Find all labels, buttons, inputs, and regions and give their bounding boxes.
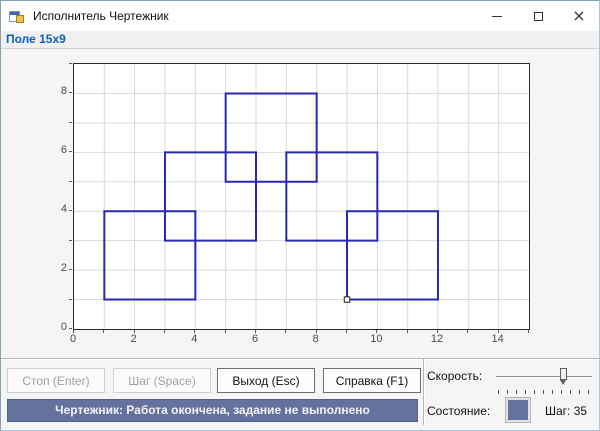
x-axis-tick-label: 10 [370, 333, 383, 345]
field-bar: Поле 15x9 [1, 31, 599, 49]
slider-tick-mark [534, 390, 535, 394]
app-icon [9, 8, 25, 24]
step-counter-value: 35 [573, 404, 588, 418]
step-counter-label: Шаг: [545, 404, 571, 418]
window-title: Исполнитель Чертежник [33, 9, 169, 23]
y-axis-tick-label: 0 [60, 321, 67, 333]
close-button[interactable]: × [558, 1, 599, 31]
y-axis-tick [69, 63, 72, 64]
slider-tick-mark [516, 390, 517, 394]
drawing-svg [74, 64, 529, 329]
x-axis-tick [406, 330, 408, 333]
x-axis-tick-label: 14 [491, 333, 504, 345]
title-bar: Исполнитель Чертежник × [1, 1, 599, 31]
x-axis-tick [133, 330, 135, 333]
slider-track[interactable] [496, 376, 592, 378]
panel-divider-highlight [424, 359, 425, 425]
slider-tick-mark [525, 390, 526, 394]
x-axis-tick [376, 330, 378, 333]
slider-tick-mark [570, 390, 571, 394]
state-indicator [506, 398, 530, 422]
y-axis-tick [69, 298, 72, 300]
x-axis-tick [103, 330, 105, 333]
slider-tick-mark [561, 390, 562, 394]
x-axis-tick [285, 330, 287, 333]
exit-button[interactable]: Выход (Esc) [217, 368, 315, 393]
panel-separator [1, 358, 599, 359]
y-axis-tick-label: 2 [60, 262, 67, 275]
x-axis-tick-label: 8 [312, 333, 319, 345]
y-axis-tick-label: 4 [60, 203, 67, 216]
step-counter: Шаг: 35 [545, 404, 587, 418]
slider-tick-mark [543, 390, 544, 394]
help-button[interactable]: Справка (F1) [323, 368, 421, 393]
x-axis-tick-label: 4 [191, 333, 198, 345]
y-axis-tick-label: 6 [60, 144, 67, 157]
y-axis-tick [69, 269, 72, 271]
minimize-icon [492, 15, 502, 17]
maximize-button[interactable] [517, 1, 559, 31]
maximize-icon [533, 11, 543, 21]
state-label: Состояние: [427, 404, 491, 418]
y-axis-tick [69, 151, 72, 153]
x-axis-tick-label: 12 [430, 333, 444, 345]
field-size-label: Поле 15x9 [6, 32, 66, 46]
slider-tick-mark [507, 390, 508, 394]
y-axis-tick [69, 239, 72, 241]
y-axis-tick [69, 180, 72, 182]
x-axis-tick [315, 330, 317, 333]
y-axis-tick [69, 210, 72, 212]
x-axis-tick [346, 330, 347, 333]
x-axis-tick [467, 330, 469, 333]
panel-separator-highlight [1, 359, 599, 360]
slider-tick-mark [552, 390, 553, 394]
x-axis-tick [194, 330, 196, 333]
minimize-button[interactable] [476, 1, 518, 31]
slider-tick-mark [588, 390, 589, 394]
speed-slider[interactable] [494, 366, 594, 394]
x-axis-tick [255, 330, 256, 333]
y-axis-tick [69, 92, 72, 94]
slider-tick-mark [579, 390, 580, 394]
slider-thumb[interactable] [560, 368, 568, 385]
slider-tick-mark [498, 390, 499, 394]
x-axis-tick [437, 330, 438, 333]
status-bar: Чертежник: Работа окончена, задание не в… [7, 399, 418, 422]
panel-divider [423, 359, 424, 425]
stop-button: Стоп (Enter) [7, 368, 105, 393]
x-axis-tick [164, 330, 165, 333]
y-axis-tick [69, 121, 72, 123]
x-axis-tick [497, 330, 499, 333]
step-button: Шаг (Space) [113, 368, 211, 393]
x-axis-tick [528, 330, 529, 333]
x-axis-tick-label: 0 [69, 333, 77, 345]
client-area: 0 2 4 6 8 10 12 14 0 2 4 6 8 [1, 49, 599, 430]
y-axis-tick [69, 328, 72, 329]
close-icon: × [572, 6, 586, 25]
speed-label: Скорость: [427, 369, 483, 383]
y-axis-tick-label: 8 [60, 85, 67, 98]
x-axis-tick-label: 2 [130, 333, 137, 345]
x-axis-tick [73, 330, 74, 333]
x-axis-tick-label: 6 [251, 333, 259, 345]
x-axis-tick [224, 330, 226, 333]
drawing-canvas [73, 63, 530, 330]
